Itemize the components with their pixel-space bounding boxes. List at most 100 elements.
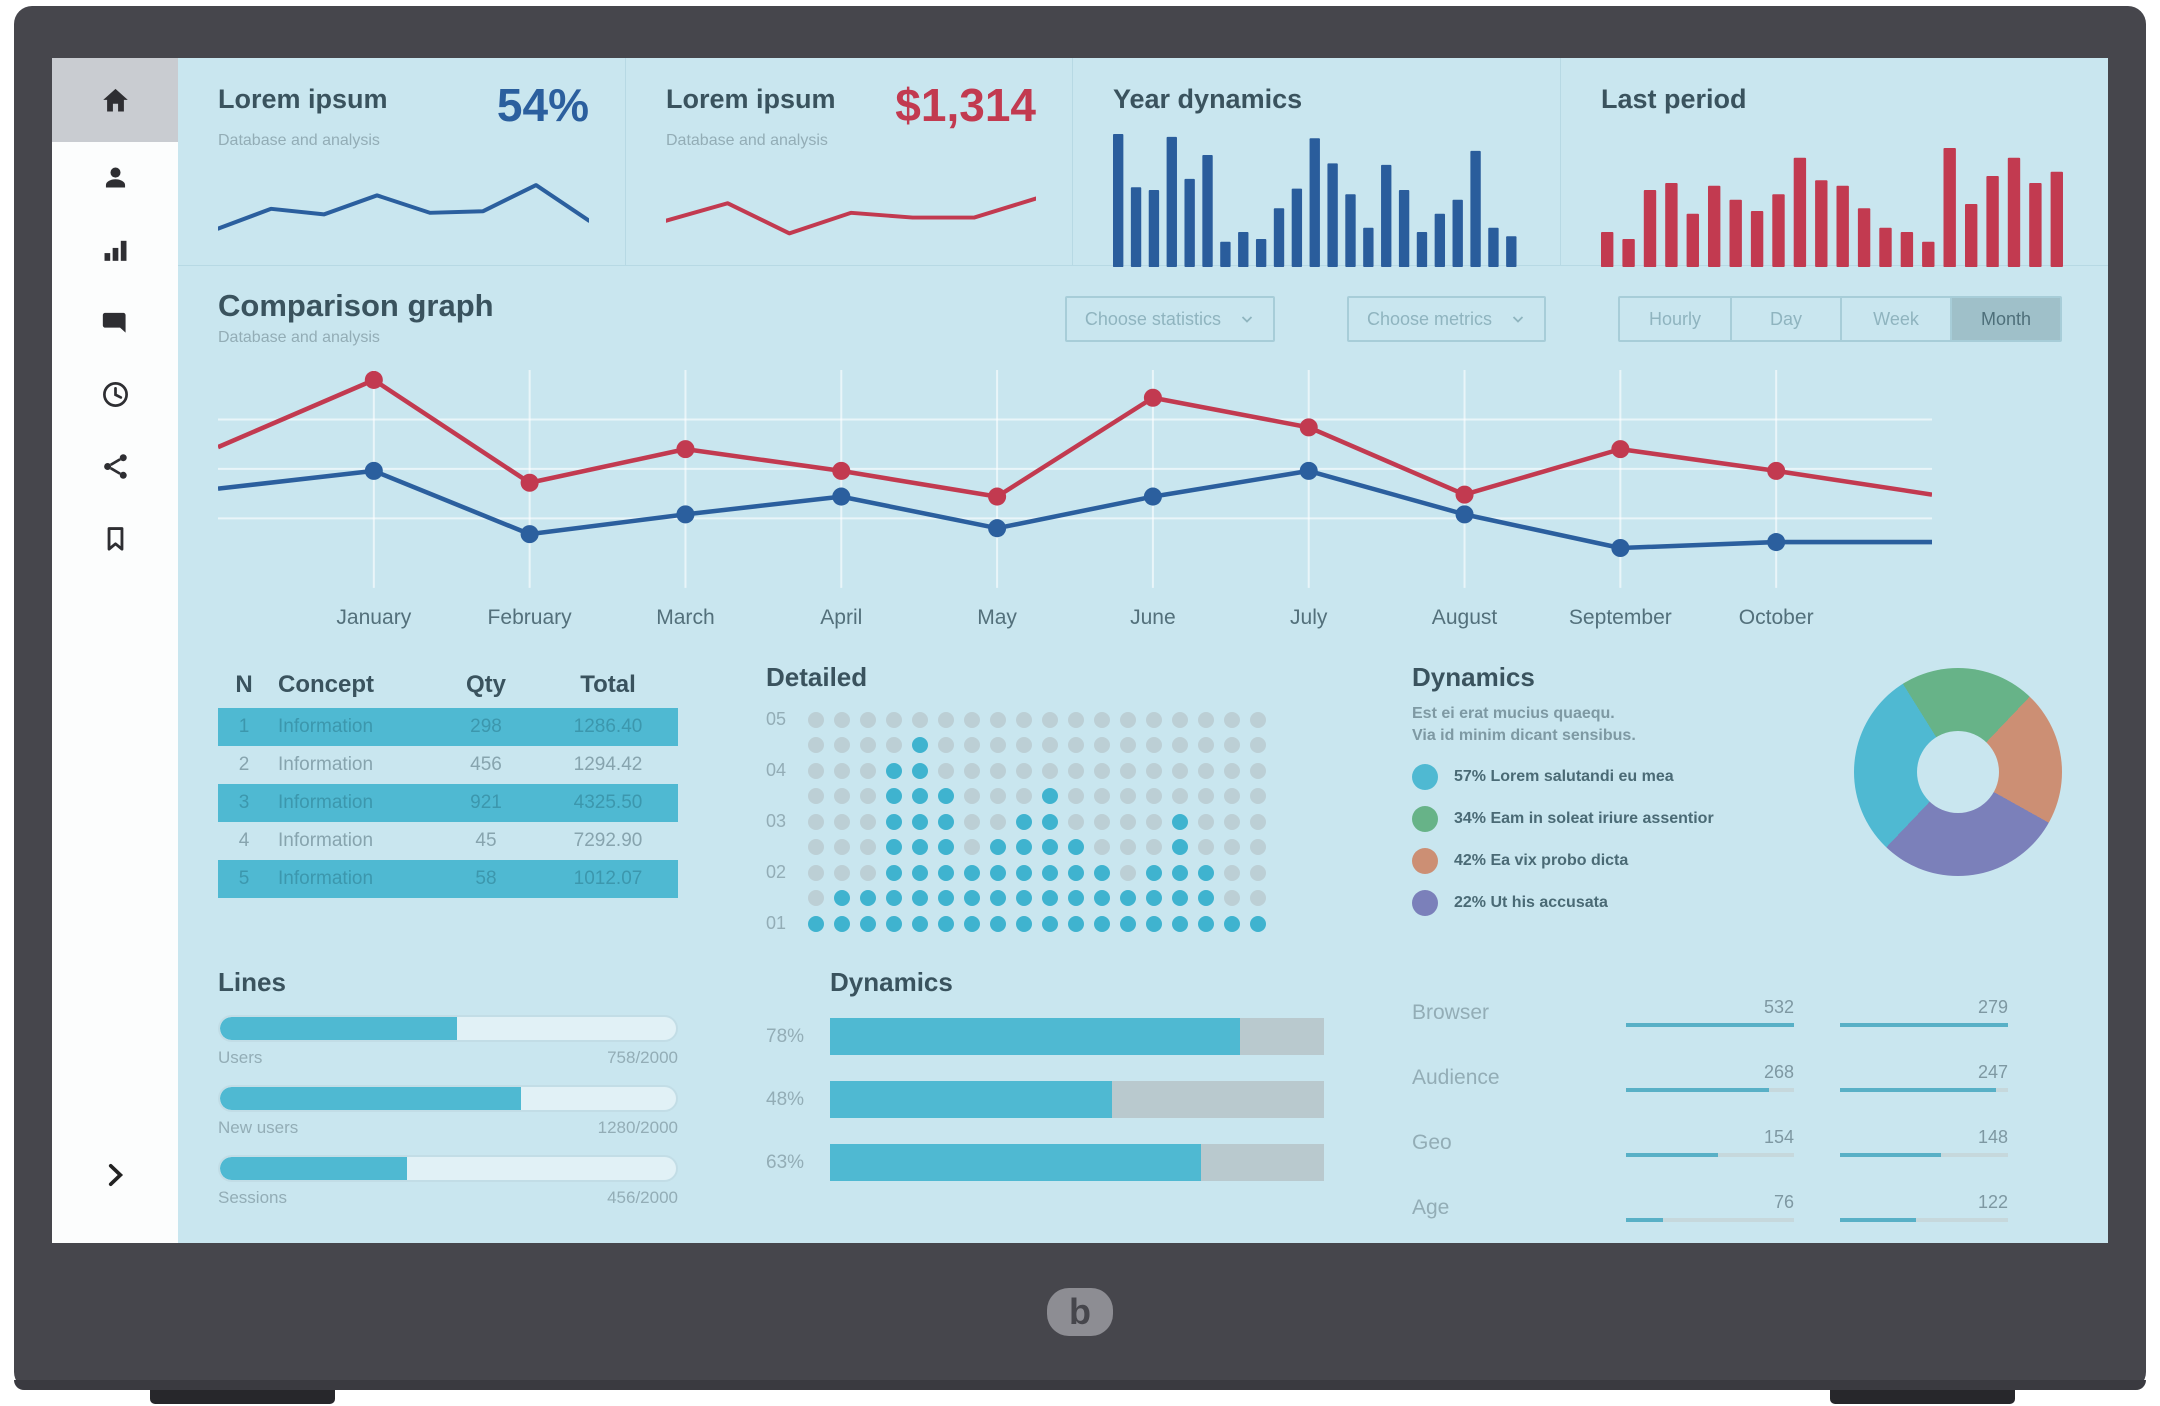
dot-active [1120, 915, 1136, 932]
sidebar-item-share[interactable] [52, 430, 178, 502]
dot-active [1172, 839, 1188, 855]
dot-inactive [808, 839, 824, 855]
table-row[interactable]: 2 Information 456 1294.42 [218, 746, 678, 784]
dot-inactive [1224, 762, 1240, 779]
stat-line-fill [1626, 1023, 1794, 1027]
table-cell: Information [278, 830, 374, 851]
dot-inactive [860, 711, 876, 728]
legend-item: 34% Eam in soleat iriure assentior [1412, 806, 1828, 833]
sidebar-item-statistics[interactable] [52, 214, 178, 286]
donut-subtitle: Est ei erat mucius quaequ. Via id minim … [1412, 705, 1636, 744]
stat-line-fill [1840, 1218, 1916, 1222]
dot-inactive [1198, 813, 1214, 830]
dot-inactive [1120, 737, 1136, 753]
table-row[interactable]: 3 Information 921 4325.50 [218, 784, 678, 822]
dot-inactive [1120, 864, 1136, 881]
dot-inactive [1172, 737, 1188, 753]
range-button-month[interactable]: Month [1950, 298, 2060, 340]
kpi-card-percent: Lorem ipsum 54% Database and analysis [178, 58, 625, 265]
dot-active [1146, 915, 1162, 932]
sidebar-item-home[interactable] [52, 58, 178, 142]
dot-inactive [1120, 813, 1136, 830]
legend-color-dot [1412, 806, 1438, 833]
sidebar-item-history[interactable] [52, 358, 178, 430]
table-cell: 456 [470, 754, 502, 775]
table-row[interactable]: 4 Information 45 7292.90 [218, 822, 678, 860]
dot-active [1250, 915, 1266, 932]
stat-column: 247 [1840, 1062, 2008, 1092]
donut-legend: 57% Lorem salutandi eu mea 34% Eam in sol… [1412, 764, 1828, 917]
dot-active [964, 915, 980, 932]
kpi-card-year-dynamics: Year dynamics [1072, 58, 1560, 267]
stat-column: 532 [1626, 997, 1794, 1027]
dot-row: 04 [766, 760, 1324, 781]
range-button-day[interactable]: Day [1730, 298, 1840, 340]
range-button-week[interactable]: Week [1840, 298, 1950, 340]
stat-value: 247 [1977, 1062, 2008, 1082]
progress-value: 758/2000 [607, 1048, 678, 1067]
dot-active [1172, 890, 1188, 906]
range-button-hourly[interactable]: Hourly [1620, 298, 1730, 340]
table-cell: Information [278, 716, 374, 737]
dot-row-label: 03 [766, 811, 787, 831]
dot-inactive [808, 864, 824, 881]
progress-track [218, 1155, 678, 1182]
stat-line-fill [1626, 1088, 1769, 1092]
dot-active [1042, 890, 1058, 906]
dot-inactive [964, 762, 980, 779]
dot-active [834, 890, 850, 906]
legend-label: 22% Ut his accusata [1454, 894, 1608, 912]
dot-inactive [1172, 711, 1188, 728]
sidebar-item-messages[interactable] [52, 286, 178, 358]
progress-track [218, 1015, 678, 1042]
dot-active [1068, 915, 1084, 932]
sidebar-item-profile[interactable] [52, 142, 178, 214]
dot-active [1198, 864, 1214, 881]
progress-label: Sessions [218, 1188, 287, 1207]
bookmark-icon [107, 526, 123, 551]
sidebar-expand-button[interactable] [98, 1158, 132, 1197]
choose-metrics-dropdown[interactable]: Choose metrics [1346, 296, 1546, 342]
table-header-row: N Concept Qty Total [218, 662, 678, 708]
table-row[interactable]: 5 Information 58 1012.07 [218, 860, 678, 898]
detailed-block: Detailed 05 04 03 02 01 [766, 662, 1324, 941]
dot-inactive [1224, 788, 1240, 804]
dynamics-bar-row: 48% [766, 1081, 1324, 1118]
comparison-titles: Comparison graph Database and analysis [218, 288, 494, 347]
stat-line-track [1840, 1023, 2008, 1027]
range-toggle-group: Hourly Day Week Month [1618, 296, 2062, 342]
dot-active [1172, 915, 1188, 932]
choose-statistics-dropdown[interactable]: Choose statistics [1064, 296, 1275, 342]
dot-row-label: 05 [766, 709, 787, 729]
dot-inactive [834, 839, 850, 855]
dot-inactive [1146, 839, 1162, 855]
legend-color-dot [1412, 890, 1438, 917]
dot-inactive [938, 737, 954, 753]
stat-row-geo: Geo 154 148 [1412, 1127, 2008, 1157]
table-row[interactable]: 1 Information 298 1286.40 [218, 708, 678, 746]
dot-active [1094, 890, 1110, 906]
stat-line-fill [1626, 1153, 1719, 1157]
dot-inactive [1146, 762, 1162, 779]
stat-value: 122 [1977, 1192, 2008, 1212]
dot-active [860, 890, 876, 906]
dot-inactive [834, 864, 850, 881]
comparison-controls: Choose statistics Choose metrics Hourly D… [1064, 296, 2062, 347]
table-cell: 298 [470, 716, 502, 737]
dot-inactive [1172, 788, 1188, 804]
dot-active [912, 839, 928, 855]
sidebar-item-bookmarks[interactable] [52, 502, 178, 574]
dot-inactive [808, 813, 824, 830]
dot-active [1068, 890, 1084, 906]
dot-row: 05 [766, 709, 1324, 730]
dot-row: 03 [766, 811, 1324, 832]
dynamics-bar-percent: 78% [766, 1025, 805, 1047]
monitor-chin: b [14, 1243, 2146, 1380]
table-cell: 1 [238, 716, 250, 737]
dot-inactive [1042, 762, 1058, 779]
stat-row-audience: Audience 268 247 [1412, 1062, 2008, 1092]
dot-active [1172, 813, 1188, 830]
dot-active [886, 890, 902, 906]
table-cell: Information [278, 792, 374, 813]
donut-legend-panel: Dynamics Est ei erat mucius quaequ. Via … [1412, 662, 1828, 941]
